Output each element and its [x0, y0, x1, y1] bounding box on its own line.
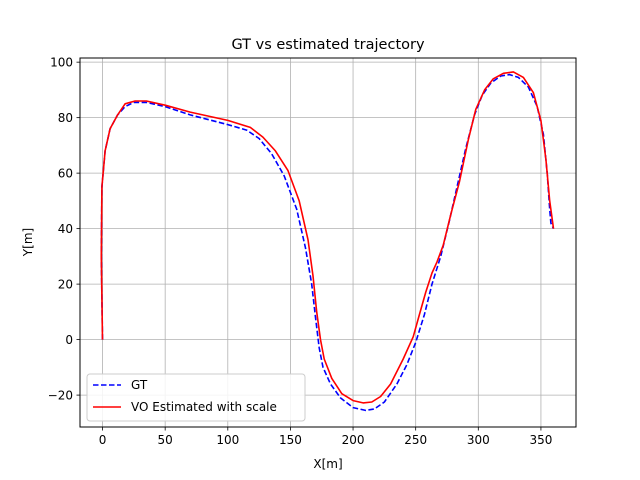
legend-label-vo: VO Estimated with scale: [131, 400, 277, 414]
y-tick-label: 80: [58, 111, 73, 125]
legend-box: [86, 373, 306, 422]
ticks: 0 50 100 150 200 250 300 350 −20 0 20 40 60 80 100: [48, 56, 553, 447]
plot-area-frame: [79, 57, 577, 428]
x-tick-label: 350: [529, 433, 552, 447]
series-line-vo-estimated: [100, 71, 555, 404]
x-tick-label: 100: [216, 433, 239, 447]
x-tick-label: 50: [158, 433, 173, 447]
y-tick-label: 20: [58, 278, 73, 292]
legend-label-gt: GT: [131, 378, 148, 392]
y-tick-label: 60: [58, 167, 73, 181]
series-line-gt: [100, 73, 555, 412]
x-tick-label: 300: [467, 433, 490, 447]
y-tick-label: −20: [48, 389, 73, 403]
x-tick-label: 200: [342, 433, 365, 447]
y-tick-label: 0: [65, 333, 73, 347]
y-axis-label: Y[m]: [21, 228, 35, 257]
y-tick-label: 100: [50, 56, 73, 70]
series-layer: [100, 71, 555, 412]
legend: GT VO Estimated with scale: [86, 373, 306, 422]
chart-title: GT vs estimated trajectory: [231, 37, 425, 53]
y-tick-label: 40: [58, 222, 73, 236]
x-axis-label: X[m]: [313, 457, 342, 471]
x-tick-label: 0: [99, 433, 107, 447]
x-tick-label: 250: [404, 433, 427, 447]
x-tick-label: 150: [279, 433, 302, 447]
